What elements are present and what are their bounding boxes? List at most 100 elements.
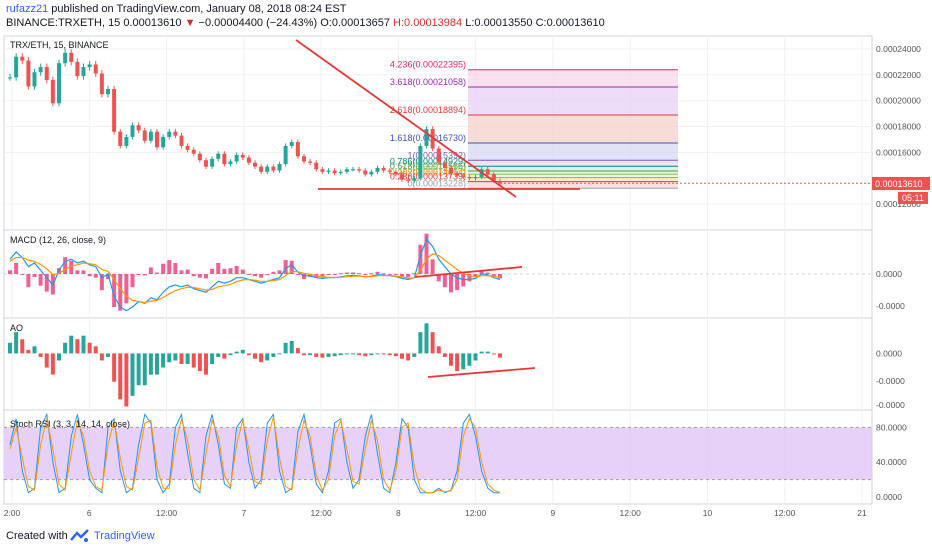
macd-hist-bar xyxy=(338,273,343,275)
macd-hist-bar xyxy=(498,274,502,279)
ao-bar xyxy=(142,353,147,386)
macd-hist-bar xyxy=(467,274,472,282)
candle-body xyxy=(467,176,472,179)
macd-indicator xyxy=(4,233,872,312)
candle-body xyxy=(283,145,288,165)
x-tick-label: 2:00 xyxy=(4,508,21,518)
ao-divergence-line xyxy=(427,367,536,378)
macd-hist-bar xyxy=(442,274,447,288)
macd-hist-bar xyxy=(363,274,368,275)
macd-hist-bar xyxy=(124,274,129,304)
macd-hist-bar xyxy=(93,274,98,278)
macd-hist-bar xyxy=(155,272,159,274)
macd-hist-bar xyxy=(112,274,117,307)
countdown-badge xyxy=(898,192,928,204)
x-tick-label: 6 xyxy=(87,508,92,518)
author-link[interactable]: rufazz21 xyxy=(6,3,49,15)
macd-hist-bar xyxy=(216,263,221,274)
macd-tick-label: 0.0000 xyxy=(876,269,902,279)
ao-bar xyxy=(393,353,398,357)
candle-body xyxy=(155,131,159,148)
ao-bar xyxy=(338,353,343,356)
ao-bar xyxy=(124,353,129,407)
ao-bar xyxy=(216,353,221,357)
candle-body xyxy=(216,153,221,159)
macd-hist-bar xyxy=(485,272,490,274)
fib-level-label: 0.786(0.00014929) xyxy=(390,156,466,166)
ao-bar xyxy=(191,353,196,368)
ao-bar xyxy=(63,342,68,354)
ao-bar xyxy=(320,353,325,358)
fib-level-label: 0.618(0.00014566) xyxy=(390,161,466,171)
ao-bar xyxy=(498,353,502,358)
candle-body xyxy=(332,170,337,174)
macd-hist-bar xyxy=(473,274,478,277)
macd-hist-bar xyxy=(449,274,453,293)
countdown-text: 05:11 xyxy=(902,193,924,203)
candle-body xyxy=(26,60,31,87)
macd-hist-bar xyxy=(430,259,435,274)
candle-body xyxy=(449,167,453,174)
candle-body xyxy=(424,129,429,146)
chart-header: rufazz21 published on TradingView.com, J… xyxy=(0,0,932,32)
ao-tick-label: -0.0000 xyxy=(876,400,905,410)
ao-bar xyxy=(93,346,98,354)
ao-bar xyxy=(228,353,233,356)
macd-divergence-line xyxy=(414,266,523,278)
ao-bar xyxy=(81,335,86,354)
ao-bar xyxy=(259,353,264,363)
candle-body xyxy=(320,169,325,172)
candle-body xyxy=(271,166,276,171)
macd-hist-bar xyxy=(406,274,411,277)
tradingview-link[interactable]: TradingView xyxy=(94,530,155,542)
macd-hist-bar xyxy=(26,274,31,288)
fib-level-label: 0.5(0.00014310) xyxy=(400,164,466,174)
ao-bar xyxy=(381,353,386,355)
fib-extension[interactable]: 4.236(0.00022395) 3.618(0.00021058) 2.618(… xyxy=(390,60,678,189)
candle-body xyxy=(87,64,92,68)
macd-hist-bar xyxy=(148,267,153,274)
fib-zone xyxy=(468,160,678,167)
trend-drawings[interactable] xyxy=(295,39,580,378)
down-triangle-icon: ▼ xyxy=(184,17,196,29)
ao-bar xyxy=(400,353,404,359)
ao-bar xyxy=(412,353,417,357)
macd-hist-bar xyxy=(106,274,110,280)
ao-bar xyxy=(210,353,215,364)
ao-bar xyxy=(289,341,294,354)
candle-body xyxy=(161,136,166,148)
candle-body xyxy=(314,162,319,170)
candle-body xyxy=(118,131,123,146)
macd-hist-bar xyxy=(387,274,392,275)
ao-bar xyxy=(436,346,441,354)
price-tick-label: 0.00012000 xyxy=(876,199,921,209)
fib-level-label: 4.236(0.00022395) xyxy=(390,60,466,70)
chart-canvas[interactable]: 4.236(0.00022395) 3.618(0.00021058) 2.618(… xyxy=(0,32,932,522)
macd-hist-bar xyxy=(75,270,80,274)
macd-hist-bar xyxy=(357,273,362,275)
candle-body xyxy=(295,142,300,157)
candle-body xyxy=(75,61,80,77)
candle-body xyxy=(185,145,190,150)
ao-bar xyxy=(357,353,362,356)
macd-hist-bar xyxy=(118,274,123,311)
macd-hist-bar xyxy=(130,274,135,288)
ao-bar xyxy=(485,351,490,354)
ao-bar xyxy=(461,353,466,370)
candle-body xyxy=(148,131,153,141)
macd-hist-bar xyxy=(381,273,386,275)
stoch-tick-label: 40.0000 xyxy=(876,457,907,467)
candle-body xyxy=(173,131,178,136)
macd-hist-bar xyxy=(295,274,300,275)
macd-hist-bar xyxy=(63,257,68,274)
candle-body xyxy=(418,145,423,179)
candle-body xyxy=(400,174,404,180)
macd-hist-bar xyxy=(265,274,270,275)
fib-level-label: 0.382(0.00014054) xyxy=(390,168,466,178)
candle-body xyxy=(253,162,257,167)
ohlc-low: L:0.00013550 xyxy=(465,17,533,29)
stoch-band xyxy=(4,427,872,480)
ao-bar xyxy=(118,353,123,400)
macd-hist-bar xyxy=(228,268,233,274)
ao-bar xyxy=(332,353,337,357)
